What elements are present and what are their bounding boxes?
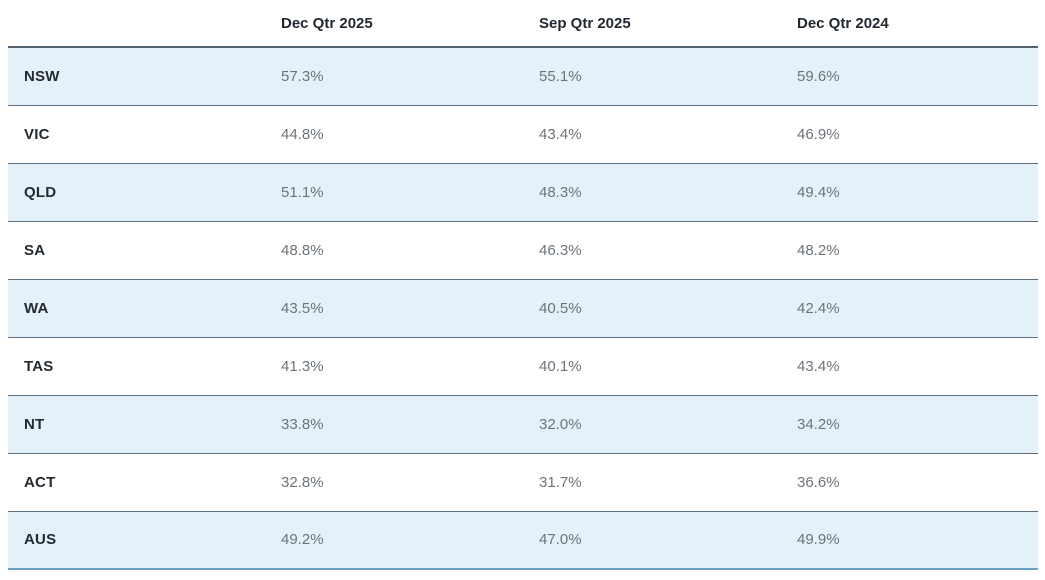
row-label-cell: WA <box>8 279 265 338</box>
table-body: NSW 57.3% 55.1% 59.6% VIC 44.8% 43.4% 46.9% QLD 5… <box>8 47 1038 570</box>
value-cell: 40.5% <box>523 279 781 338</box>
table-row: AUS 49.2% 47.0% 49.9% <box>8 511 1038 570</box>
row-label-cell: TAS <box>8 337 265 396</box>
row-label-cell: ACT <box>8 453 265 512</box>
value-cell: 34.2% <box>781 395 1038 454</box>
column-header-sep-qtr-2025: Sep Qtr 2025 <box>523 0 781 48</box>
column-header-blank <box>8 0 265 48</box>
value-cell: 32.8% <box>265 453 523 512</box>
table-row: WA 43.5% 40.5% 42.4% <box>8 279 1038 338</box>
value-cell: 57.3% <box>265 47 523 106</box>
value-cell: 49.2% <box>265 511 523 570</box>
value-cell: 41.3% <box>265 337 523 396</box>
value-cell: 44.8% <box>265 105 523 164</box>
row-label-cell: NSW <box>8 47 265 106</box>
value-cell: 40.1% <box>523 337 781 396</box>
table-row: NT 33.8% 32.0% 34.2% <box>8 395 1038 454</box>
value-cell: 43.4% <box>523 105 781 164</box>
column-header-dec-qtr-2024: Dec Qtr 2024 <box>781 0 1038 48</box>
value-cell: 47.0% <box>523 511 781 570</box>
row-label-cell: NT <box>8 395 265 454</box>
quarterly-percentage-table: Dec Qtr 2025 Sep Qtr 2025 Dec Qtr 2024 N… <box>8 0 1038 570</box>
value-cell: 33.8% <box>265 395 523 454</box>
row-label-cell: QLD <box>8 163 265 222</box>
table-row: QLD 51.1% 48.3% 49.4% <box>8 163 1038 222</box>
row-label-cell: VIC <box>8 105 265 164</box>
value-cell: 49.4% <box>781 163 1038 222</box>
value-cell: 42.4% <box>781 279 1038 338</box>
value-cell: 36.6% <box>781 453 1038 512</box>
table-row: ACT 32.8% 31.7% 36.6% <box>8 453 1038 512</box>
table-row: TAS 41.3% 40.1% 43.4% <box>8 337 1038 396</box>
value-cell: 59.6% <box>781 47 1038 106</box>
row-label-cell: SA <box>8 221 265 280</box>
row-label-cell: AUS <box>8 511 265 570</box>
value-cell: 31.7% <box>523 453 781 512</box>
table-row: VIC 44.8% 43.4% 46.9% <box>8 105 1038 164</box>
value-cell: 43.5% <box>265 279 523 338</box>
quarterly-table-container: Dec Qtr 2025 Sep Qtr 2025 Dec Qtr 2024 N… <box>8 0 1038 570</box>
value-cell: 32.0% <box>523 395 781 454</box>
value-cell: 48.8% <box>265 221 523 280</box>
column-header-dec-qtr-2025: Dec Qtr 2025 <box>265 0 523 48</box>
value-cell: 48.2% <box>781 221 1038 280</box>
value-cell: 55.1% <box>523 47 781 106</box>
value-cell: 51.1% <box>265 163 523 222</box>
table-row: SA 48.8% 46.3% 48.2% <box>8 221 1038 280</box>
value-cell: 43.4% <box>781 337 1038 396</box>
table-row: NSW 57.3% 55.1% 59.6% <box>8 47 1038 106</box>
table-header: Dec Qtr 2025 Sep Qtr 2025 Dec Qtr 2024 <box>8 0 1038 48</box>
value-cell: 46.3% <box>523 221 781 280</box>
value-cell: 46.9% <box>781 105 1038 164</box>
value-cell: 48.3% <box>523 163 781 222</box>
header-row: Dec Qtr 2025 Sep Qtr 2025 Dec Qtr 2024 <box>8 0 1038 48</box>
value-cell: 49.9% <box>781 511 1038 570</box>
